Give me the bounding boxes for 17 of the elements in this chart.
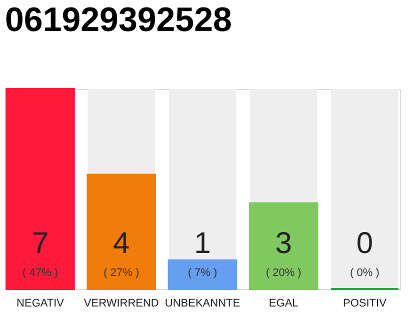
annotation: ( 27% ) (104, 267, 140, 279)
annotation: ( 7% ) (188, 267, 218, 279)
annotation: ( 47% ) (22, 267, 58, 279)
bar (168, 259, 238, 290)
x-tick-label: POSITIV (343, 298, 388, 310)
x-tick-label: UNBEKANNTE (164, 298, 240, 310)
data-label: 3 (275, 227, 292, 260)
x-tick-label: VERWIRREND (84, 298, 159, 310)
data-label: 0 (356, 227, 374, 260)
x-tick-label: NEGATIV (16, 298, 65, 310)
data-label: 1 (194, 227, 211, 260)
data-label: 7 (32, 227, 49, 260)
annotation: ( 0% ) (350, 267, 380, 279)
data-label: 4 (113, 227, 130, 260)
x-tick-label: EGAL (268, 298, 298, 310)
annotation: ( 20% ) (266, 267, 302, 279)
chart-title: 061929392528 (5, 1, 232, 39)
